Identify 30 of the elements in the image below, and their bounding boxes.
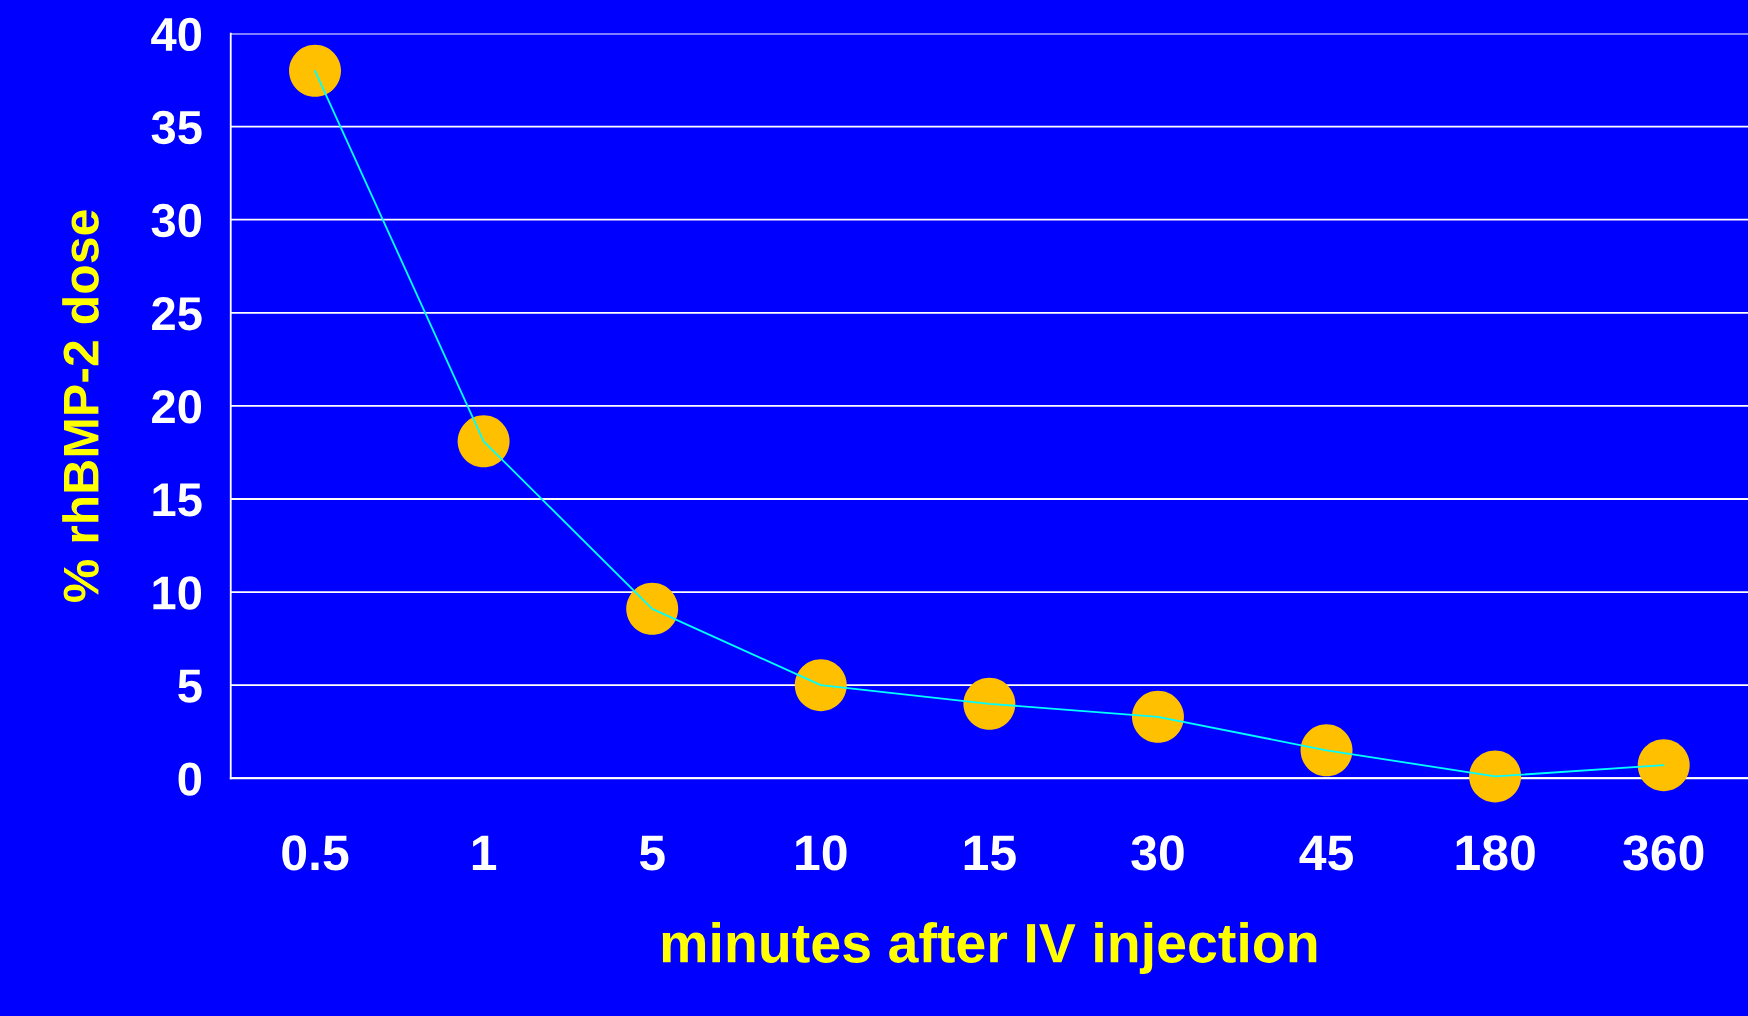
point	[794, 659, 847, 712]
y-tick-label: 20	[152, 390, 202, 424]
y-tick-label: 40	[151, 17, 202, 52]
x-tick-label: 1	[472, 835, 497, 871]
point	[1131, 690, 1184, 743]
y-axis-title: % rhBMP-2 dose	[62, 210, 99, 602]
point	[1469, 750, 1522, 803]
line-series	[314, 69, 1665, 778]
y-tick-label: 15	[153, 483, 202, 517]
y-tick-label: 35	[151, 110, 202, 145]
x-tick-label: 360	[1623, 835, 1704, 871]
y-tick-label: 25	[152, 296, 202, 331]
point	[457, 415, 510, 468]
y-tick-label: 5	[178, 669, 202, 703]
point	[289, 44, 342, 97]
x-tick-label: 30	[1131, 835, 1184, 871]
x-tick-label: 15	[964, 835, 1016, 871]
x-tick-label: 5	[639, 835, 665, 871]
point	[1300, 724, 1353, 777]
x-tick-label: 10	[796, 835, 847, 871]
point	[1637, 739, 1690, 792]
x-tick-label: 180	[1456, 835, 1535, 871]
y-tick-label: 0	[178, 762, 202, 796]
x-tick-label: 0.5	[282, 835, 349, 871]
y-tick-label: 10	[153, 576, 202, 610]
y-tick-label: 30	[151, 203, 202, 238]
x-tick-label: 45	[1299, 835, 1353, 871]
point	[626, 582, 679, 635]
x-axis-title: minutes after IV injection	[662, 922, 1317, 974]
point	[963, 677, 1016, 730]
